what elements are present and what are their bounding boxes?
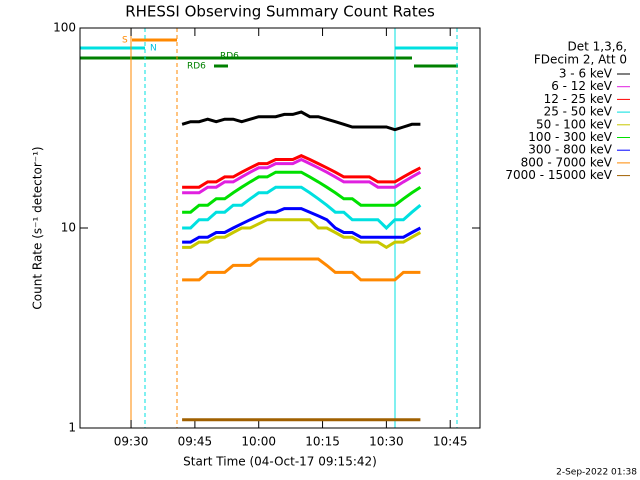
x-tick-label: 10:30 (369, 435, 404, 449)
y-axis-label: Count Rate (s⁻¹ detector⁻¹) (31, 146, 45, 309)
legend-label: 800 - 7000 keV (521, 155, 613, 169)
legend-label: 300 - 800 keV (528, 143, 612, 157)
x-axis-label: Start Time (04-Oct-17 09:15:42) (183, 455, 377, 469)
legend-label: 12 - 25 keV (544, 92, 613, 106)
flag-label: RD6 (187, 62, 206, 72)
flag-label: RD6 (220, 52, 239, 62)
series-line (182, 157, 422, 195)
y-tick-label: 100 (53, 21, 76, 35)
series-line (182, 185, 422, 231)
y-tick-label: 1 (68, 421, 76, 435)
series-line (182, 207, 422, 244)
legend-label: 6 - 12 keV (551, 79, 613, 93)
x-tick-label: 10:00 (241, 435, 276, 449)
legend-label: 100 - 300 keV (528, 130, 612, 144)
legend-label: 3 - 6 keV (559, 67, 613, 81)
flag-label: S (122, 36, 128, 46)
observing-flags: S N RD6 RD6 (80, 28, 458, 428)
legend-label: 7000 - 15000 keV (505, 168, 612, 182)
series-line (182, 218, 422, 250)
series-line (182, 170, 422, 214)
x-tick-label: 09:30 (114, 435, 149, 449)
chart-title: RHESSI Observing Summary Count Rates (125, 3, 435, 21)
series-line (182, 154, 422, 189)
series-line (182, 257, 421, 282)
footer: 2-Sep-2022 01:38 (556, 468, 637, 478)
legend-title: FDecim 2, Att 0 (534, 53, 627, 67)
legend-label: 25 - 50 keV (544, 105, 613, 119)
x-tick-label: 10:15 (305, 435, 340, 449)
legend-label: 50 - 100 keV (536, 117, 613, 131)
series-line (181, 110, 421, 132)
x-tick-label: 10:45 (433, 435, 468, 449)
y-tick-label: 10 (61, 221, 76, 235)
legend-title: Det 1,3,6, (568, 40, 628, 54)
flag-label: N (150, 44, 157, 54)
x-tick-label: 09:45 (178, 435, 213, 449)
